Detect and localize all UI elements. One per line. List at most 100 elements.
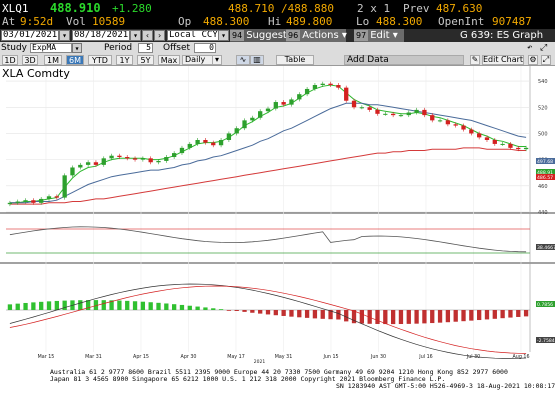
period-ytd[interactable]: YTD <box>88 55 112 65</box>
price-tag-label: 486.57 <box>537 175 553 181</box>
footer-contacts-line: Australia 61 2 9777 8600 Brazil 5511 239… <box>50 368 508 376</box>
edit-button[interactable]: 97 Edit ▾ <box>354 29 404 42</box>
macd-histogram-bar <box>477 310 482 321</box>
macd-histogram-bar <box>242 310 247 312</box>
x-tick-label: Apr 30 <box>181 354 197 360</box>
undo-icon[interactable]: ↶ <box>527 43 533 53</box>
candle-body <box>414 109 419 113</box>
price-change: +1.280 <box>112 2 152 15</box>
next-period-icon[interactable]: › <box>154 30 165 41</box>
macd-histogram-bar <box>93 300 99 310</box>
period-3d[interactable]: 3D <box>22 55 38 65</box>
open-value: 488.300 <box>203 15 250 28</box>
maximize-chart-icon[interactable]: ⤢ <box>541 55 551 65</box>
study-toolbar: Study ExpMA ▾ Period 5 Offset 0 ↶ ⤢ <box>0 42 555 54</box>
price-tag <box>536 158 555 164</box>
line-chart-icon[interactable]: ∿ <box>236 55 250 65</box>
pencil-icon[interactable]: ✎ <box>470 55 480 65</box>
long-ma-line <box>9 147 527 205</box>
actions-button[interactable]: 96 Actions ▾ <box>286 29 347 42</box>
rsi-tag <box>536 244 555 250</box>
candle-body <box>297 94 302 100</box>
period-1m[interactable]: 1M <box>44 55 62 65</box>
study-select[interactable]: ExpMA <box>30 43 72 53</box>
end-date-input[interactable]: 08/18/2021 <box>72 30 130 41</box>
start-calendar-icon[interactable]: ▾ <box>59 30 70 41</box>
x-tick-label: Jul 16 <box>418 354 432 360</box>
currency-select[interactable]: Local CCY <box>167 30 219 41</box>
start-date-input[interactable]: 03/01/2021 <box>1 30 59 41</box>
low-value: 488.300 <box>376 15 423 28</box>
end-calendar-icon[interactable]: ▾ <box>130 30 141 41</box>
openint-label: OpenInt <box>438 15 485 28</box>
candle-body <box>171 153 177 158</box>
macd-histogram-bar <box>15 303 20 310</box>
macd-histogram-bar <box>390 310 396 325</box>
frequency-dropdown-icon[interactable]: ▾ <box>212 55 222 65</box>
candle-body <box>367 107 372 110</box>
add-data-input[interactable]: Add Data <box>344 55 464 65</box>
candle-body <box>258 111 263 118</box>
macd-histogram-bar <box>54 300 59 310</box>
macd-histogram-bar <box>85 300 91 310</box>
candle-body <box>179 147 185 154</box>
candle-body <box>242 120 247 129</box>
macd-histogram-bar <box>508 310 513 318</box>
currency-dropdown-icon[interactable]: ▾ <box>218 30 229 41</box>
macd-histogram-bar <box>265 310 271 315</box>
candle-body <box>93 162 99 165</box>
time-label: At <box>2 15 16 28</box>
bid-ask: 488.710 /488.880 <box>228 2 334 15</box>
volume-value: 10589 <box>92 15 126 28</box>
table-button[interactable]: Table <box>276 55 314 65</box>
period-max[interactable]: Max <box>158 55 180 65</box>
macd-histogram-bar <box>383 310 388 325</box>
candle-body <box>304 88 310 95</box>
y-tick-label: 520 <box>538 105 548 111</box>
macd-histogram-bar <box>430 310 435 324</box>
macd-histogram-bar <box>375 310 380 324</box>
footer: Australia 61 2 9777 8600 Brazil 5511 239… <box>0 366 555 400</box>
candle-chart-icon[interactable]: ▥ <box>250 55 264 65</box>
candle-body <box>328 83 333 86</box>
macd-histogram-bar <box>351 310 357 324</box>
edit-chart-button[interactable]: Edit Chart <box>482 55 524 65</box>
candle-body <box>7 202 13 205</box>
frequency-select[interactable]: Daily <box>182 55 214 65</box>
period-1d[interactable]: 1D <box>2 55 18 65</box>
open-label: Op <box>178 15 192 28</box>
candle-body <box>445 120 451 125</box>
maximize-icon[interactable]: ⤢ <box>540 43 548 53</box>
prev-period-icon[interactable]: ‹ <box>142 30 153 41</box>
x-tick-label: Aug 16 <box>513 354 530 360</box>
candle-body <box>15 201 20 203</box>
macd-histogram-bar <box>500 310 505 319</box>
high-value: 489.800 <box>286 15 333 28</box>
candle-body <box>516 147 521 150</box>
period-1y[interactable]: 1Y <box>116 55 133 65</box>
study-label: Study <box>1 43 27 53</box>
security-name: XLA Comdty <box>2 67 70 80</box>
period-6m[interactable]: 6M <box>66 55 84 65</box>
x-tick-label: May 17 <box>227 354 245 360</box>
period-5y[interactable]: 5Y <box>137 55 154 65</box>
study-dropdown-icon[interactable]: ▾ <box>72 43 82 53</box>
candle-body <box>156 160 161 163</box>
macd-histogram-bar <box>367 310 372 324</box>
candle-body <box>430 115 435 121</box>
macd-histogram-bar <box>101 300 106 310</box>
period-input[interactable]: 5 <box>138 43 153 53</box>
x-tick-label: Jun 15 <box>322 354 338 360</box>
macd-histogram-bar <box>78 300 83 310</box>
macd-histogram-bar <box>234 310 239 311</box>
candle-body <box>70 167 75 176</box>
candle-body <box>508 143 513 148</box>
macd-histogram-bar <box>414 310 419 324</box>
offset-input[interactable]: 0 <box>194 43 216 53</box>
candle-body <box>46 196 52 199</box>
macd-histogram-bar <box>156 302 161 310</box>
macd-histogram-bar <box>250 310 255 313</box>
settings-icon[interactable]: ⚙ <box>528 55 538 65</box>
